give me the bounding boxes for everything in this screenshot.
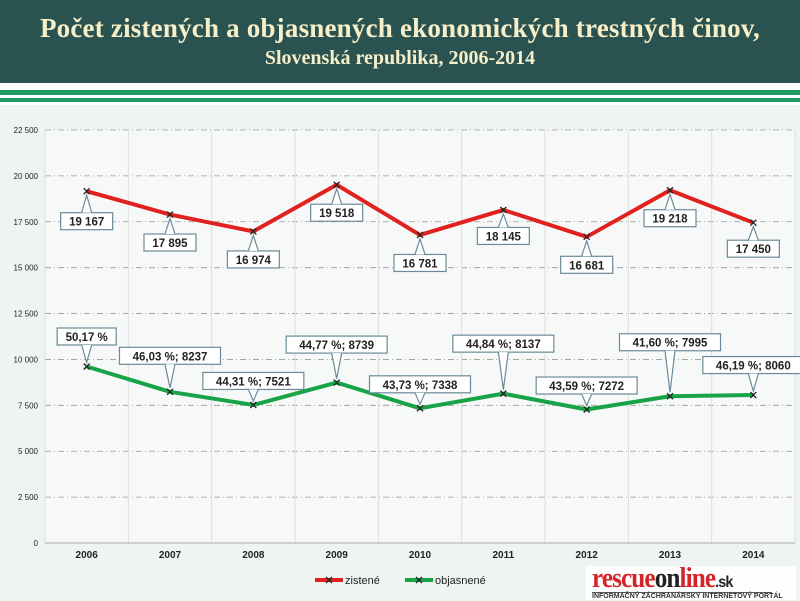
data-point-marker [83,187,91,195]
data-label-pointer [581,238,593,257]
y-tick-label: 20 000 [14,172,39,181]
data-label-box [618,333,722,352]
data-point-marker [666,186,674,194]
data-label: 19 167 [69,217,104,229]
x-tick-label: 2012 [576,550,599,561]
y-tick-label: 5 000 [18,447,39,456]
data-label: 43,59 %; 7272 [549,381,624,393]
legend-label: objasnené [435,575,486,587]
data-point-marker [499,390,507,398]
data-point-marker [583,406,591,413]
data-point-marker [333,181,341,189]
data-label-pointer [497,352,509,390]
data-point-marker [666,392,674,400]
data-label-pointer [331,352,343,379]
data-label: 44,31 %; 7521 [216,376,291,388]
x-tick-label: 2011 [492,550,514,561]
data-label-pointer [581,393,593,408]
data-label: 16 974 [236,255,272,267]
data-label: 50,17 % [66,332,108,344]
data-label: 41,60 %; 7995 [633,338,708,350]
header-stripe [0,83,800,105]
data-point-marker [583,233,591,241]
data-label-pointer [81,344,93,365]
x-tick-label: 2008 [242,550,265,561]
data-label-pointer [664,192,676,210]
data-label: 19 518 [319,208,355,220]
data-label: 18 145 [486,231,522,243]
data-point-marker [416,404,424,412]
data-label: 44,84 %; 8137 [466,339,541,351]
legend-label: zistené [345,575,380,587]
data-point-marker [166,388,174,396]
y-tick-label: 22 500 [14,126,39,135]
data-label: 44,77 %; 8739 [299,340,374,352]
data-label-pointer [747,224,759,241]
x-tick-label: 2013 [659,550,682,561]
y-tick-label: 12 500 [14,310,39,319]
data-label-pointer [81,192,93,213]
data-point-marker [749,391,757,399]
header: Počet zistených a objasnených ekonomický… [0,0,800,83]
data-point-marker [249,401,257,409]
data-label-pointer [497,212,509,228]
data-point-marker [416,231,424,239]
data-label: 17 450 [736,244,771,256]
line-chart: 0 2 500 5 000 7 500 10 000 12 500 15 000 17 500… [14,126,800,587]
x-tick-label: 2007 [159,550,182,561]
y-tick-label: 10 000 [14,355,39,364]
data-label-pointer [664,350,676,393]
data-label-pointer [414,237,426,255]
data-label-pointer [247,389,259,403]
data-point-marker [166,211,174,218]
data-label: 46,03 %; 8237 [133,351,208,363]
x-tick-label: 2009 [326,550,349,561]
data-label-pointer [331,186,343,205]
data-point-marker [499,206,507,214]
x-tick-label: 2006 [76,550,99,561]
x-tick-label: 2014 [742,550,765,561]
y-tick-label: 7 500 [18,401,39,410]
data-point-marker [333,379,341,387]
y-tick-label: 2 500 [18,493,39,502]
data-point-marker [749,219,757,227]
data-label-pointer [164,364,176,388]
logo-tagline: INFORMAČNÝ ZÁCHRANÁRSKY INTERNETOVÝ PORT… [592,592,783,600]
data-label: 43,73 %; 7338 [383,380,458,392]
x-tick-label: 2010 [409,550,432,561]
data-label: 17 895 [152,238,188,250]
y-tick-label: 15 000 [14,264,39,273]
data-label: 46,19 %; 8060 [716,361,791,373]
data-label-pointer [414,392,426,406]
data-label: 16 681 [569,260,605,272]
data-label: 19 218 [652,214,688,226]
chart-title: Počet zistených a objasnených ekonomický… [39,13,761,43]
data-label-pointer [747,373,759,394]
legend-marker [325,576,333,584]
data-label-pointer [164,216,176,235]
data-point-marker [249,227,257,235]
legend-marker [415,576,423,584]
chart-subtitle: Slovenská republika, 2006-2014 [264,47,536,69]
rescueonline-logo: rescueonline.sk INFORMAČNÝ ZÁCHRANÁRSKY … [586,565,796,600]
y-tick-label: 0 [34,539,39,548]
y-tick-label: 17 500 [14,218,39,227]
data-point-marker [83,363,91,370]
data-label-pointer [247,233,259,252]
data-label: 16 781 [402,258,438,270]
data-label-box [60,212,114,231]
